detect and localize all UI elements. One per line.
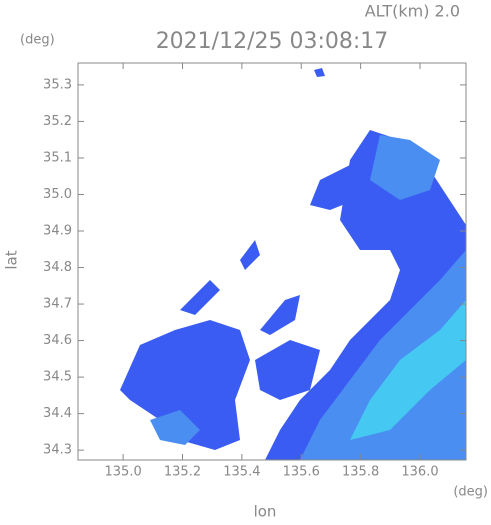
plot-frame [77, 62, 467, 461]
y-tick-label: 34.6 [43, 333, 72, 348]
x-unit: (deg) [453, 485, 488, 500]
y-unit: (deg) [20, 33, 55, 48]
y-tick-label: 35.0 [43, 187, 72, 202]
y-tick-label: 34.9 [43, 224, 72, 239]
y-tick-label: 34.4 [43, 406, 72, 421]
y-tick-label: 35.1 [43, 150, 72, 165]
chart-title: 2021/12/25 03:08:17 [156, 29, 389, 54]
x-tick-label: 135.2 [164, 465, 201, 480]
y-tick-label: 35.3 [43, 77, 72, 92]
y-axis-label: lat [3, 250, 21, 269]
y-tick-label: 34.7 [43, 297, 72, 312]
x-tick-label: 135.6 [283, 465, 320, 480]
x-axis-label: lon [254, 503, 277, 521]
x-tick-label: 135.0 [105, 465, 142, 480]
y-tick-label: 34.8 [43, 260, 72, 275]
annotation: ALT(km) 2.0 [365, 2, 460, 21]
x-tick-label: 135.8 [342, 465, 379, 480]
y-tick-label: 34.3 [43, 443, 72, 458]
y-tick-label: 35.2 [43, 114, 72, 129]
x-tick-label: 136.0 [401, 465, 438, 480]
radar-echo [120, 68, 466, 460]
y-tick-label: 34.5 [43, 370, 72, 385]
x-tick-label: 135.4 [223, 465, 260, 480]
